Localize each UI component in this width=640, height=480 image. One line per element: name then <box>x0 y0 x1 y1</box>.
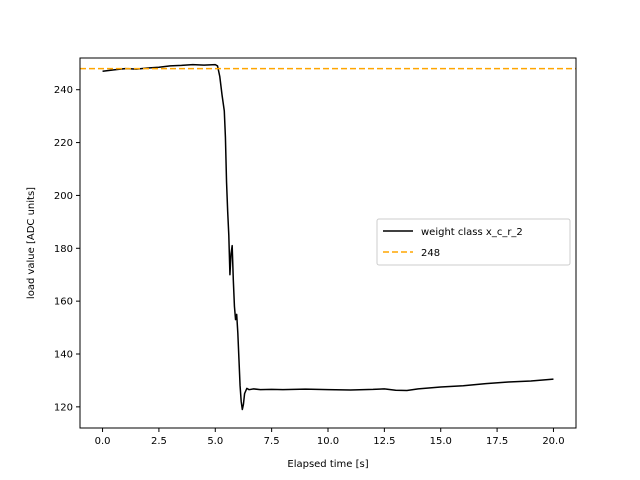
legend: weight class x_c_r_2 248 <box>376 218 571 266</box>
series-layer <box>80 63 576 411</box>
x-tick-label: 10.0 <box>317 436 339 447</box>
x-tick-label: 0.0 <box>95 436 111 447</box>
x-tick-label: 5.0 <box>207 436 223 447</box>
y-tick-label: 120 <box>54 402 73 413</box>
x-ticks: 0.0 2.5 5.0 7.5 10.0 12.5 15.0 17.5 20.0 <box>95 428 565 447</box>
legend-label-series-2: 248 <box>421 248 440 259</box>
legend-label-series-1: weight class x_c_r_2 <box>421 227 523 238</box>
y-tick-label: 240 <box>54 85 73 96</box>
y-ticks: 120 140 160 180 200 220 240 <box>54 85 80 413</box>
x-tick-label: 20.0 <box>542 436 564 447</box>
y-tick-label: 200 <box>54 191 73 202</box>
y-tick-label: 140 <box>54 350 73 361</box>
x-tick-label: 7.5 <box>264 436 280 447</box>
x-tick-label: 2.5 <box>151 436 167 447</box>
y-tick-label: 220 <box>54 138 73 149</box>
x-tick-label: 12.5 <box>373 436 395 447</box>
y-tick-label: 160 <box>54 297 73 308</box>
y-axis-label: load value [ADC units] <box>26 187 37 299</box>
y-tick-label: 180 <box>54 244 73 255</box>
series-line-1 <box>102 63 554 411</box>
x-axis-label: Elapsed time [s] <box>287 459 368 470</box>
x-tick-label: 17.5 <box>486 436 508 447</box>
x-tick-label: 15.0 <box>430 436 452 447</box>
legend-box <box>376 218 571 266</box>
